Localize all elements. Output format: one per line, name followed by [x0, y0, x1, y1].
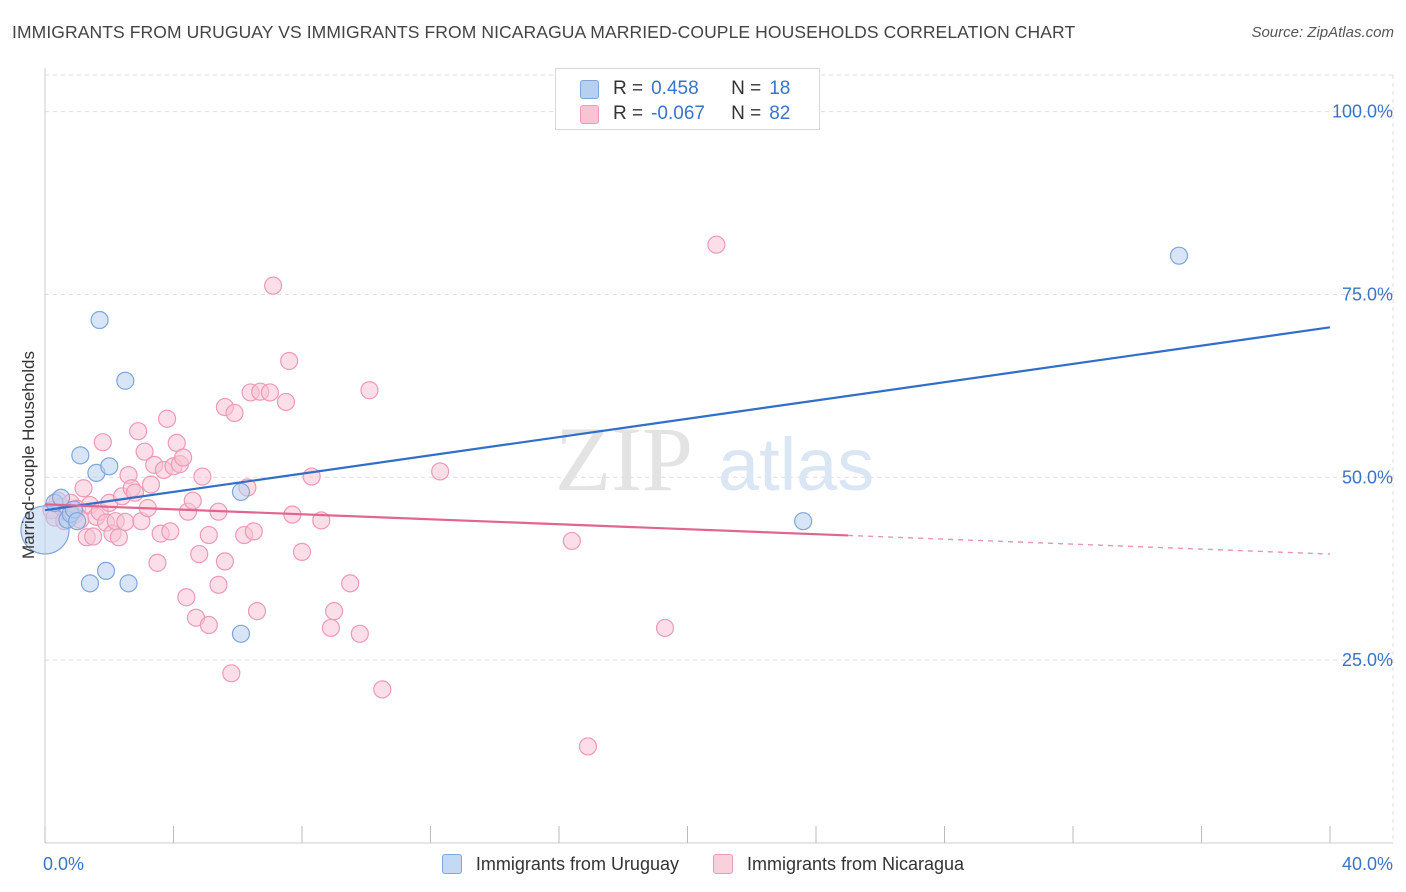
nicaragua-point — [215, 552, 234, 571]
uruguay-r-value: 0.458 — [651, 78, 699, 99]
uruguay-point — [231, 482, 251, 502]
uruguay-swatch — [580, 79, 599, 99]
nicaragua-point — [360, 381, 379, 400]
nicaragua-point — [116, 512, 135, 532]
axes — [44, 68, 1393, 844]
nicaragua-point — [292, 542, 312, 561]
nicaragua-point — [135, 442, 154, 461]
nicaragua-point — [199, 525, 218, 545]
uruguay-point — [71, 446, 90, 465]
nicaragua-point — [209, 575, 228, 594]
uruguay-point — [68, 512, 87, 531]
nicaragua-points — [42, 235, 726, 756]
uruguay-point — [20, 505, 70, 555]
nicaragua-legend-swatch — [712, 854, 733, 874]
nicaragua-point — [190, 544, 209, 564]
source-label: Source: ZipAtlas.com — [1251, 24, 1394, 41]
uruguay-point — [794, 512, 813, 531]
uruguay-n-label: N = — [731, 78, 762, 99]
nicaragua-r-label: R = — [613, 103, 644, 124]
y-tick-label: 50.0% — [1342, 467, 1393, 487]
nicaragua-swatch — [580, 104, 599, 124]
nicaragua-trend-line-dashed — [848, 534, 1331, 555]
series-legend: Immigrants from Uruguay Immigrants from … — [0, 851, 1406, 877]
uruguay-legend-label: Immigrants from Uruguay — [475, 853, 679, 874]
uruguay-point — [116, 371, 135, 390]
nicaragua-legend-label: Immigrants from Nicaragua — [746, 853, 965, 874]
tick-labels: 25.0% 50.0% 75.0% 100.0% 0.0% 40.0% — [43, 102, 1393, 874]
nicaragua-point — [341, 574, 360, 593]
nicaragua-point — [325, 602, 344, 621]
nicaragua-point — [157, 409, 177, 428]
nicaragua-point — [174, 448, 193, 467]
y-axis-label: Married-couple Households — [19, 351, 38, 559]
nicaragua-point — [431, 462, 450, 481]
legend-row-uruguay: R = 0.458 N = 18 — [580, 77, 790, 101]
nicaragua-point — [93, 433, 112, 452]
nicaragua-r-value: -0.067 — [651, 103, 705, 124]
uruguay-r-label: R = — [613, 78, 644, 99]
nicaragua-n-value: 82 — [769, 103, 791, 124]
watermark: ZIP atlas — [555, 408, 874, 510]
nicaragua-point — [84, 527, 103, 546]
nicaragua-point — [350, 624, 369, 643]
uruguay-point — [119, 574, 138, 593]
nicaragua-point — [562, 531, 581, 551]
nicaragua-point — [263, 276, 283, 295]
uruguay-point — [80, 574, 100, 593]
nicaragua-point — [199, 615, 218, 635]
uruguay-trend-line — [44, 326, 1331, 512]
nicaragua-point — [148, 553, 167, 572]
nicaragua-point — [183, 491, 202, 510]
watermark-zip: ZIP — [555, 408, 693, 510]
watermark-atlas: atlas — [718, 423, 874, 506]
nicaragua-point — [321, 618, 341, 638]
nicaragua-point — [109, 528, 128, 547]
nicaragua-point — [260, 383, 279, 402]
nicaragua-point — [193, 467, 212, 486]
nicaragua-trend-line — [44, 503, 849, 537]
uruguay-point — [90, 310, 109, 330]
chart-title: IMMIGRANTS FROM URUGUAY VS IMMIGRANTS FR… — [12, 22, 1076, 42]
uruguay-point — [1169, 246, 1189, 265]
uruguay-point — [231, 624, 251, 643]
uruguay-point — [96, 561, 116, 581]
uruguay-point — [100, 457, 119, 476]
uruguay-legend-swatch — [441, 854, 462, 874]
x-tick-label-max: 40.0% — [1342, 854, 1393, 874]
nicaragua-n-label: N = — [731, 103, 762, 124]
nicaragua-point — [276, 392, 296, 412]
nicaragua-point — [247, 602, 267, 621]
nicaragua-point — [141, 475, 161, 494]
uruguay-point — [51, 488, 71, 507]
nicaragua-point — [129, 422, 148, 441]
nicaragua-point — [222, 664, 241, 683]
y-tick-label: 25.0% — [1342, 650, 1393, 670]
legend-row-nicaragua: R = -0.067 N = 82 — [580, 102, 790, 126]
nicaragua-point — [225, 403, 244, 423]
y-tick-label: 100.0% — [1332, 102, 1393, 122]
nicaragua-point — [280, 351, 299, 371]
legend-item-uruguay[interactable]: Immigrants from Uruguay — [441, 853, 679, 875]
legend-item-nicaragua[interactable]: Immigrants from Nicaragua — [712, 853, 965, 875]
nicaragua-point — [74, 479, 93, 498]
nicaragua-point — [707, 235, 726, 254]
nicaragua-point — [655, 618, 675, 638]
nicaragua-point — [177, 588, 196, 607]
uruguay-n-value: 18 — [769, 78, 791, 99]
trend-lines — [44, 326, 1331, 555]
correlation-legend: R = 0.458 N = 18 R = -0.067 N = 82 — [555, 68, 820, 130]
nicaragua-point — [244, 522, 263, 541]
y-tick-label: 75.0% — [1342, 284, 1393, 304]
nicaragua-point — [161, 522, 180, 541]
nicaragua-point — [373, 680, 392, 699]
nicaragua-point — [578, 737, 598, 756]
x-tick-label-min: 0.0% — [43, 854, 84, 874]
